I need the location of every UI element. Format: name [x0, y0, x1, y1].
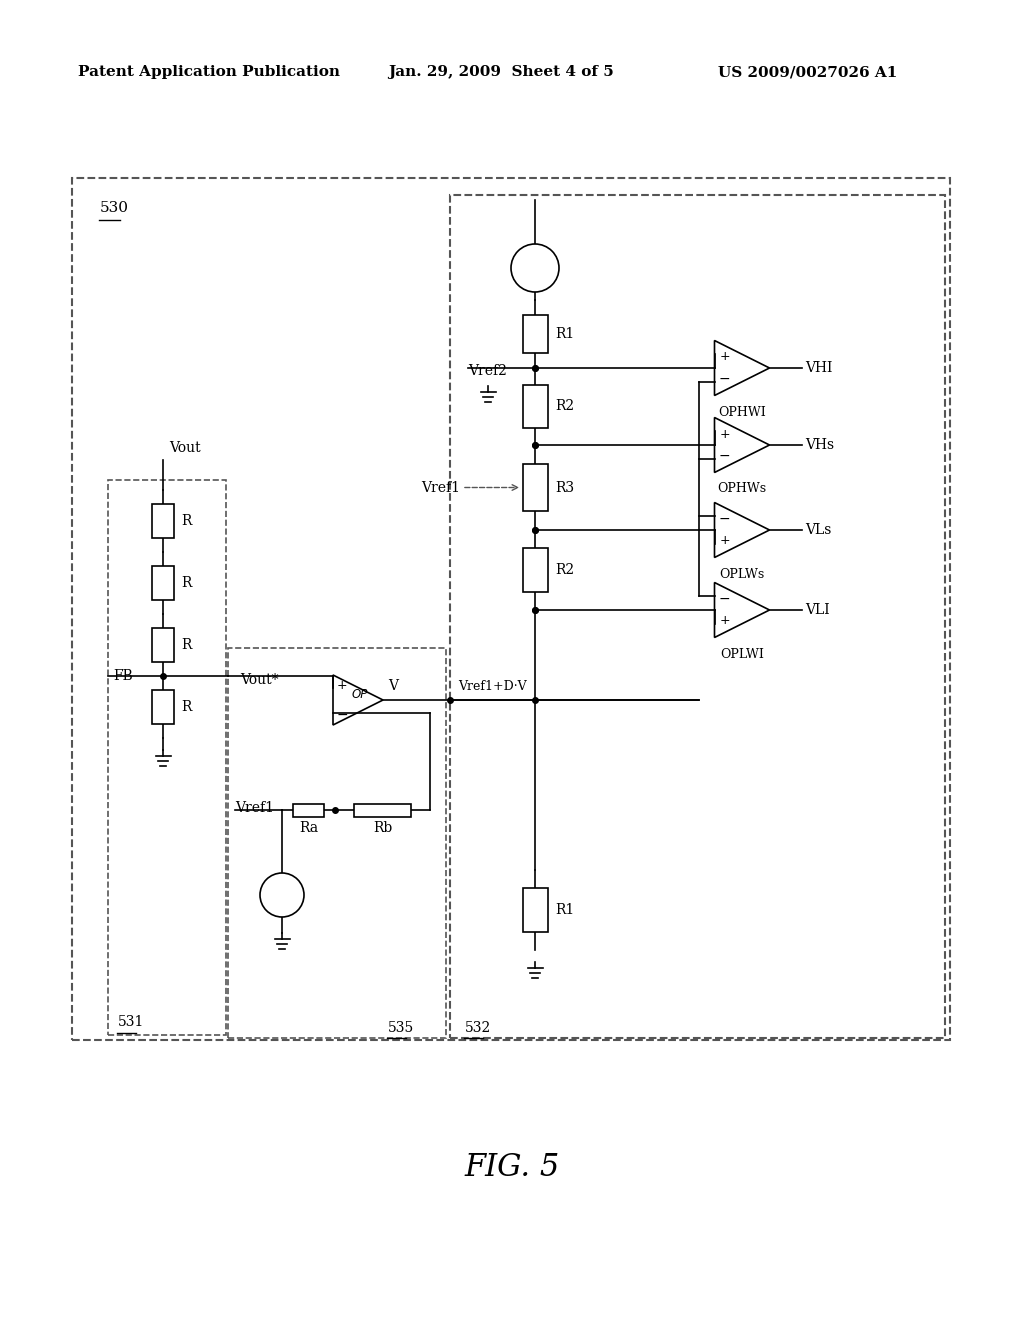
Text: +: +	[337, 678, 347, 692]
Bar	[522, 465, 548, 511]
Bar	[108, 480, 226, 1035]
Text: −: −	[719, 512, 730, 525]
Bar	[522, 385, 548, 428]
Text: OPLWs: OPLWs	[720, 568, 765, 581]
Text: +: +	[719, 428, 730, 441]
Text: Vref1+D·V: Vref1+D·V	[458, 680, 526, 693]
Text: −: −	[719, 372, 730, 385]
Text: +: +	[719, 351, 730, 363]
Bar	[522, 315, 548, 352]
Text: Rb: Rb	[373, 821, 392, 836]
Text: 530: 530	[100, 201, 129, 215]
Text: 532: 532	[465, 1020, 492, 1035]
Text: VHs: VHs	[806, 438, 835, 451]
Text: Vref2: Vref2	[468, 364, 507, 378]
Bar	[72, 178, 950, 1040]
Circle shape	[260, 873, 304, 917]
Text: +: +	[719, 615, 730, 627]
Text: Jan. 29, 2009  Sheet 4 of 5: Jan. 29, 2009 Sheet 4 of 5	[388, 65, 613, 79]
Text: Ra: Ra	[299, 821, 318, 836]
Text: VLI: VLI	[806, 603, 830, 616]
Text: VHI: VHI	[806, 360, 833, 375]
Text: OPHWs: OPHWs	[718, 483, 767, 495]
Text: OPHWI: OPHWI	[718, 405, 766, 418]
Bar	[522, 888, 548, 932]
Bar	[354, 804, 411, 817]
Text: OPLWI: OPLWI	[720, 648, 764, 660]
Text: Vref1: Vref1	[234, 801, 274, 814]
Text: R3: R3	[555, 480, 574, 495]
Bar	[152, 504, 174, 539]
Text: 535: 535	[388, 1020, 415, 1035]
Circle shape	[511, 244, 559, 292]
Text: −: −	[719, 449, 730, 463]
Bar	[228, 648, 446, 1038]
Text: −: −	[336, 708, 348, 722]
Text: +: +	[719, 535, 730, 548]
Bar	[152, 690, 174, 725]
Text: R2: R2	[555, 564, 574, 577]
Text: Patent Application Publication: Patent Application Publication	[78, 65, 340, 79]
Text: Vref1: Vref1	[421, 480, 460, 495]
Text: R: R	[181, 700, 191, 714]
Text: R1: R1	[555, 327, 574, 341]
Text: US 2009/0027026 A1: US 2009/0027026 A1	[718, 65, 897, 79]
Text: −: −	[719, 591, 730, 606]
Text: FB: FB	[114, 669, 133, 682]
Text: Vout*: Vout*	[240, 673, 279, 686]
Text: R: R	[181, 513, 191, 528]
Text: R: R	[181, 576, 191, 590]
Text: R: R	[181, 638, 191, 652]
Text: Vout: Vout	[169, 441, 201, 455]
Text: 531: 531	[118, 1015, 144, 1030]
Bar	[152, 566, 174, 601]
Text: V: V	[388, 678, 398, 693]
Text: R2: R2	[555, 400, 574, 413]
Bar	[293, 804, 325, 817]
Text: OP: OP	[352, 688, 369, 701]
Text: VLs: VLs	[806, 523, 831, 537]
Bar	[152, 628, 174, 663]
Bar	[450, 195, 945, 1038]
Text: FIG. 5: FIG. 5	[464, 1152, 560, 1184]
Bar	[522, 548, 548, 591]
Text: R1: R1	[555, 903, 574, 917]
